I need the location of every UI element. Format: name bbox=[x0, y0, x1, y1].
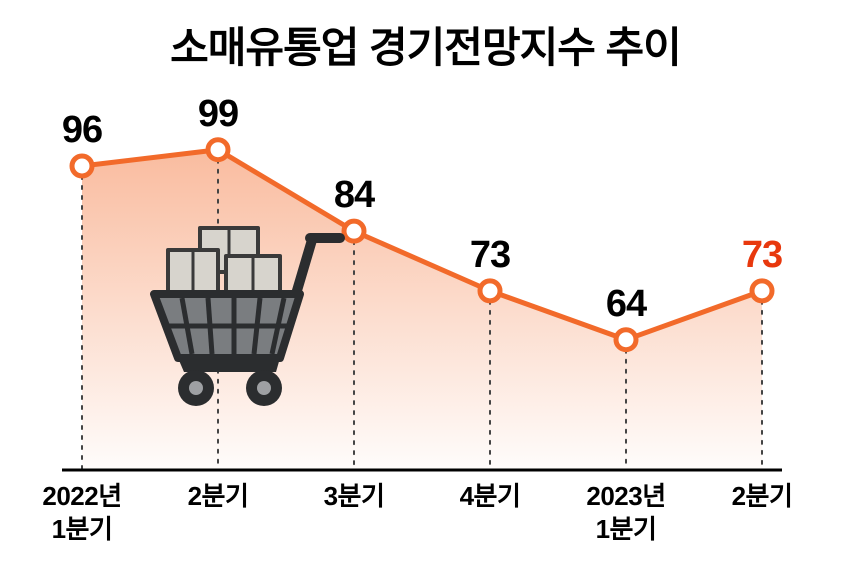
value-label: 73 bbox=[742, 234, 782, 277]
chart-area: 96 99 84 73 64 73 bbox=[52, 90, 812, 490]
x-axis-label: 3분기 bbox=[286, 480, 422, 545]
x-axis-label: 2023년1분기 bbox=[558, 480, 694, 545]
value-label: 64 bbox=[606, 283, 646, 326]
value-label: 73 bbox=[470, 234, 510, 277]
shopping-cart-icon bbox=[130, 190, 350, 410]
value-label: 84 bbox=[334, 174, 374, 217]
x-axis-label: 2분기 bbox=[694, 480, 830, 545]
value-label: 96 bbox=[62, 109, 102, 152]
x-axis-label: 2분기 bbox=[150, 480, 286, 545]
x-axis-label: 4분기 bbox=[422, 480, 558, 545]
value-label: 99 bbox=[198, 93, 238, 136]
x-axis: 2022년1분기2분기3분기4분기2023년1분기2분기 bbox=[14, 480, 830, 545]
x-axis-label: 2022년1분기 bbox=[14, 480, 150, 545]
chart-title: 소매유통업 경기전망지수 추이 bbox=[0, 0, 851, 75]
